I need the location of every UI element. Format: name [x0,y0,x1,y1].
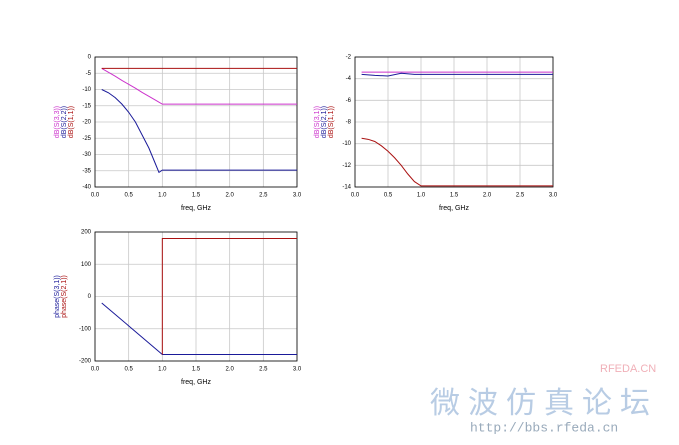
y-tick-label: -8 [346,120,352,126]
x-tick-label: 1.0 [158,367,167,373]
legend-label: dB(S(3,1)) [314,106,321,138]
plot-frame [94,231,298,362]
x-tick-label: 2.5 [259,193,268,199]
x-tick-label: 2.5 [516,193,525,199]
y-tick-label: -20 [82,120,91,126]
legend-label: dB(S(3,3)) [54,106,61,138]
x-tick-label: 1.5 [450,193,459,199]
watermark-title: 微波仿真论坛 [430,387,658,420]
x-tick-label: 1.5 [192,193,201,199]
y-tick-label: -25 [82,136,91,142]
x-tick-label: 1.0 [417,193,426,199]
x-tick-label: 0.0 [351,193,360,199]
y-tick-label: -2 [346,55,352,61]
x-tick-label: 3.0 [293,367,302,373]
x-tick-label: 0.5 [124,367,133,373]
plot-frame [94,56,298,188]
series-line [361,137,553,187]
legend-label: dB(S(1,1)) [328,106,335,138]
watermark-site: RFEDA.CN [600,363,656,375]
x-tick-label: 0.5 [384,193,393,199]
series-line [161,237,297,355]
y-tick-label: 200 [81,230,92,236]
x-tick-label: 1.5 [192,367,201,373]
x-axis-label: freq, GHz [181,379,211,386]
y-tick-label: -10 [342,141,351,147]
x-tick-label: 2.0 [483,193,492,199]
legend-label: dB(S(1,1)) [68,106,75,138]
y-tick-label: -100 [79,326,92,332]
x-tick-label: 2.0 [225,193,234,199]
legend-label: dB(S(2,1)) [321,106,328,138]
x-tick-label: 0.0 [91,367,100,373]
y-tick-label: -4 [346,76,352,82]
y-tick-label: 100 [81,262,92,268]
x-tick-label: 1.0 [158,193,167,199]
y-tick-label: -35 [82,168,91,174]
plot-frame [354,56,554,188]
x-axis-label: freq, GHz [439,205,469,212]
y-tick-label: 0 [88,55,92,61]
y-tick-label: -30 [82,152,91,158]
y-tick-label: 0 [88,294,92,300]
y-tick-label: -14 [342,185,351,191]
y-tick-label: -15 [82,103,91,109]
y-tick-label: -40 [82,185,91,191]
y-tick-label: -6 [346,98,352,104]
series-line [101,89,297,174]
series-line [361,72,553,77]
y-tick-label: -5 [86,71,92,77]
watermark-url: http://bbs.rfeda.cn [470,420,618,435]
x-tick-label: 0.5 [124,193,133,199]
legend-label: phase(S(2,1)) [61,275,68,318]
x-tick-label: 2.5 [259,367,268,373]
legend-label: phase(S(3,1)) [54,275,61,318]
x-tick-label: 3.0 [293,193,302,199]
x-tick-label: 0.0 [91,193,100,199]
legend-label: dB(S(2,2)) [61,106,68,138]
series-line [101,67,297,105]
x-axis-label: freq, GHz [181,205,211,212]
y-tick-label: -200 [79,359,92,365]
x-tick-label: 3.0 [549,193,558,199]
x-tick-label: 2.0 [225,367,234,373]
y-tick-label: -10 [82,87,91,93]
y-tick-label: -12 [342,163,351,169]
